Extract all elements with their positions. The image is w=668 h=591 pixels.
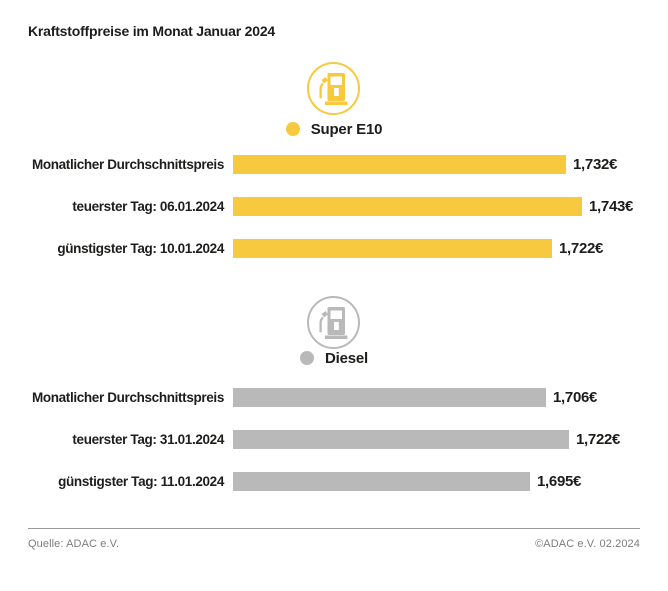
bar-super-min [233,238,552,258]
bar-category-label: teuerster Tag: 06.01.2024 [72,198,224,214]
bar-track: 1,706€ [233,387,668,407]
bar-value-label: 1,732€ [573,155,618,173]
bar-row-diesel-min: günstigster Tag: 11.01.2024 1,695€ [28,471,668,491]
legend-dot-diesel [300,351,314,365]
legend-dot-super [285,122,300,136]
source-text: Quelle: ADAC e.V. [28,538,120,550]
legend-diesel: Diesel [0,349,668,367]
footer: Quelle: ADAC e.V. ©ADAC e.V. 02.2024 [28,538,640,550]
legend-label-diesel: Diesel [325,349,368,367]
bar-diesel-average [233,387,546,407]
legend-label-super: Super E10 [310,120,383,138]
bar-row-diesel-max: teuerster Tag: 31.01.2024 1,722€ [28,429,668,449]
bar-value-label: 1,695€ [537,472,582,490]
bar-diesel-max [233,429,569,449]
bar-value-label: 1,743€ [589,197,634,215]
bar-value-label: 1,722€ [559,239,604,257]
bar-value-label: 1,722€ [576,430,621,448]
fuel-pump-icon [307,296,360,349]
fuel-pump-glyph [318,72,347,105]
bar-track: 1,743€ [233,196,668,216]
bar-track: 1,732€ [233,154,668,174]
fuel-pump-icon [307,62,360,115]
bar-row-super-average: Monatlicher Durchschnittspreis 1,732€ [28,154,668,174]
bar-category-label: teuerster Tag: 31.01.2024 [72,431,224,447]
bar-category-label: günstigster Tag: 11.01.2024 [58,473,224,489]
bar-value-label: 1,706€ [553,388,598,406]
bar-track: 1,722€ [233,429,668,449]
bar-row-super-min: günstigster Tag: 10.01.2024 1,722€ [28,238,668,258]
bar-super-max [233,196,582,216]
bar-category-label: Monatlicher Durchschnittspreis [31,389,224,405]
bar-row-super-max: teuerster Tag: 06.01.2024 1,743€ [28,196,668,216]
bar-row-diesel-average: Monatlicher Durchschnittspreis 1,706€ [28,387,668,407]
fuel-pump-glyph [318,306,347,339]
bar-track: 1,695€ [233,471,668,491]
copyright-text: ©ADAC e.V. 02.2024 [535,538,640,550]
chart-title: Kraftstoffpreise im Monat Januar 2024 [28,23,276,39]
bar-diesel-min [233,471,530,491]
legend-super: Super E10 [0,120,668,138]
bar-category-label: Monatlicher Durchschnittspreis [31,156,224,172]
footer-divider [28,528,640,529]
bar-super-average [233,154,566,174]
bar-category-label: günstigster Tag: 10.01.2024 [57,240,224,256]
bar-track: 1,722€ [233,238,668,258]
